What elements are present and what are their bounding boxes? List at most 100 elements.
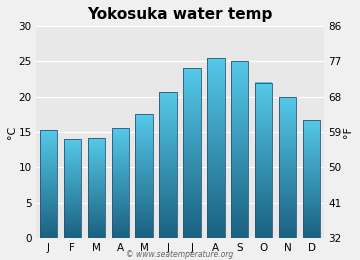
Bar — [303, 165, 320, 166]
Bar — [64, 202, 81, 203]
Bar — [183, 107, 201, 108]
Bar — [255, 101, 273, 102]
Bar — [112, 223, 129, 224]
Bar — [135, 180, 153, 181]
Bar — [40, 168, 57, 169]
Bar — [303, 210, 320, 211]
Bar — [255, 82, 273, 238]
Bar — [159, 199, 177, 200]
Bar — [255, 108, 273, 109]
Bar — [64, 234, 81, 235]
Bar — [159, 156, 177, 157]
Bar — [231, 82, 248, 83]
Bar — [87, 235, 105, 236]
Bar — [135, 152, 153, 153]
Bar — [87, 207, 105, 208]
Bar — [159, 111, 177, 112]
Bar — [159, 165, 177, 166]
Bar — [135, 143, 153, 144]
Bar — [87, 219, 105, 220]
Bar — [279, 224, 296, 225]
Bar — [207, 214, 225, 215]
Bar — [64, 229, 81, 230]
Bar — [64, 148, 81, 149]
Bar — [207, 181, 225, 182]
Bar — [303, 227, 320, 228]
Bar — [64, 204, 81, 205]
Bar — [231, 101, 248, 102]
Bar — [112, 161, 129, 162]
Bar — [183, 78, 201, 79]
Bar — [159, 135, 177, 136]
Bar — [40, 130, 57, 131]
Bar — [255, 230, 273, 231]
Bar — [183, 198, 201, 199]
Bar — [159, 170, 177, 171]
Bar — [112, 236, 129, 237]
Bar — [279, 122, 296, 123]
Bar — [40, 223, 57, 224]
Bar — [64, 224, 81, 225]
Bar — [112, 185, 129, 186]
Bar — [183, 203, 201, 204]
Bar — [64, 206, 81, 207]
Bar — [207, 175, 225, 176]
Bar — [303, 195, 320, 196]
Bar — [183, 186, 201, 187]
Bar — [159, 235, 177, 236]
Bar — [207, 69, 225, 70]
Bar — [183, 126, 201, 127]
Bar — [255, 181, 273, 182]
Bar — [135, 190, 153, 191]
Bar — [231, 186, 248, 187]
Bar — [303, 173, 320, 174]
Bar — [279, 162, 296, 163]
Bar — [279, 156, 296, 157]
Bar — [231, 184, 248, 185]
Bar — [207, 83, 225, 84]
Bar — [207, 197, 225, 198]
Bar — [255, 207, 273, 208]
Bar — [255, 152, 273, 153]
Bar — [112, 151, 129, 152]
Bar — [159, 210, 177, 211]
Bar — [64, 163, 81, 164]
Bar — [159, 157, 177, 158]
Bar — [207, 128, 225, 129]
Bar — [64, 221, 81, 222]
Bar — [183, 112, 201, 113]
Bar — [303, 222, 320, 223]
Bar — [183, 184, 201, 185]
Bar — [231, 130, 248, 131]
Bar — [183, 205, 201, 206]
Bar — [303, 230, 320, 231]
Bar — [64, 204, 81, 205]
Bar — [112, 169, 129, 170]
Bar — [112, 213, 129, 214]
Bar — [64, 157, 81, 158]
Bar — [183, 121, 201, 122]
Bar — [87, 149, 105, 150]
Bar — [135, 187, 153, 188]
Bar — [183, 73, 201, 74]
Bar — [279, 235, 296, 236]
Bar — [231, 216, 248, 217]
Bar — [207, 190, 225, 191]
Bar — [40, 220, 57, 221]
Bar — [40, 197, 57, 198]
Bar — [207, 233, 225, 234]
Bar — [183, 105, 201, 106]
Bar — [40, 179, 57, 180]
Bar — [279, 210, 296, 211]
Bar — [159, 100, 177, 101]
Bar — [183, 226, 201, 227]
Bar — [303, 230, 320, 231]
Bar — [135, 204, 153, 205]
Bar — [183, 97, 201, 98]
Bar — [135, 145, 153, 146]
Bar — [255, 114, 273, 115]
Bar — [231, 124, 248, 125]
Bar — [303, 136, 320, 137]
Bar — [231, 136, 248, 137]
Bar — [135, 182, 153, 183]
